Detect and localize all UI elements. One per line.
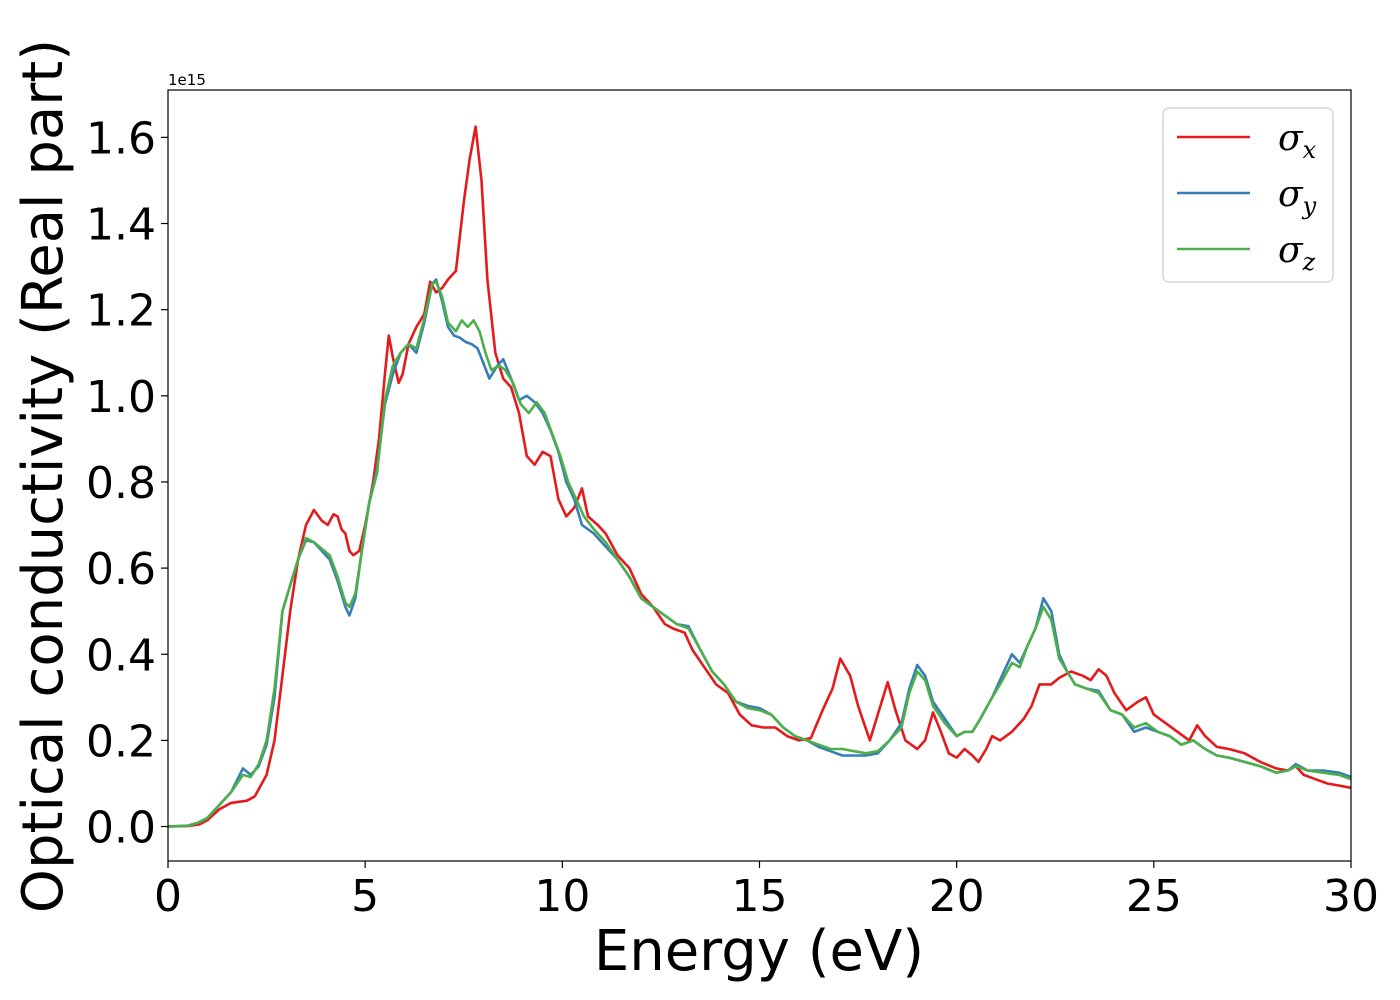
y-tick-label: 0.2 — [86, 716, 156, 767]
x-tick-label: 5 — [351, 871, 379, 922]
series-line-z — [167, 280, 1352, 828]
y-axis-title: Optical conductivity (Real part) — [11, 39, 76, 913]
x-axis-title: Energy (eV) — [594, 919, 924, 984]
y-tick-label: 0.0 — [86, 803, 156, 854]
x-tick-label: 15 — [732, 871, 788, 922]
x-tick-label: 20 — [929, 871, 985, 922]
series-line-x — [167, 125, 1352, 828]
x-tick-label: 10 — [534, 871, 590, 922]
x-tick-label: 30 — [1323, 871, 1379, 922]
y-tick-label: 1.0 — [86, 372, 156, 423]
y-tick-label: 0.4 — [86, 630, 156, 681]
series-lines — [167, 125, 1352, 828]
y-offset-label: 1e15 — [168, 71, 206, 89]
x-axis-ticks: 0 5 10 15 20 25 30 — [154, 861, 1379, 922]
y-tick-label: 0.6 — [86, 544, 156, 595]
series-line-y — [167, 278, 1352, 828]
y-tick-label: 0.8 — [86, 458, 156, 509]
y-axis-ticks: 0.0 0.2 0.4 0.6 0.8 1.0 1.2 1.4 1.6 — [86, 113, 168, 854]
y-tick-label: 1.4 — [86, 200, 156, 251]
y-tick-label: 1.6 — [86, 113, 156, 164]
x-tick-label: 25 — [1126, 871, 1182, 922]
legend-box — [1162, 107, 1334, 283]
x-tick-label: 0 — [154, 871, 182, 922]
y-tick-label: 1.2 — [86, 286, 156, 337]
